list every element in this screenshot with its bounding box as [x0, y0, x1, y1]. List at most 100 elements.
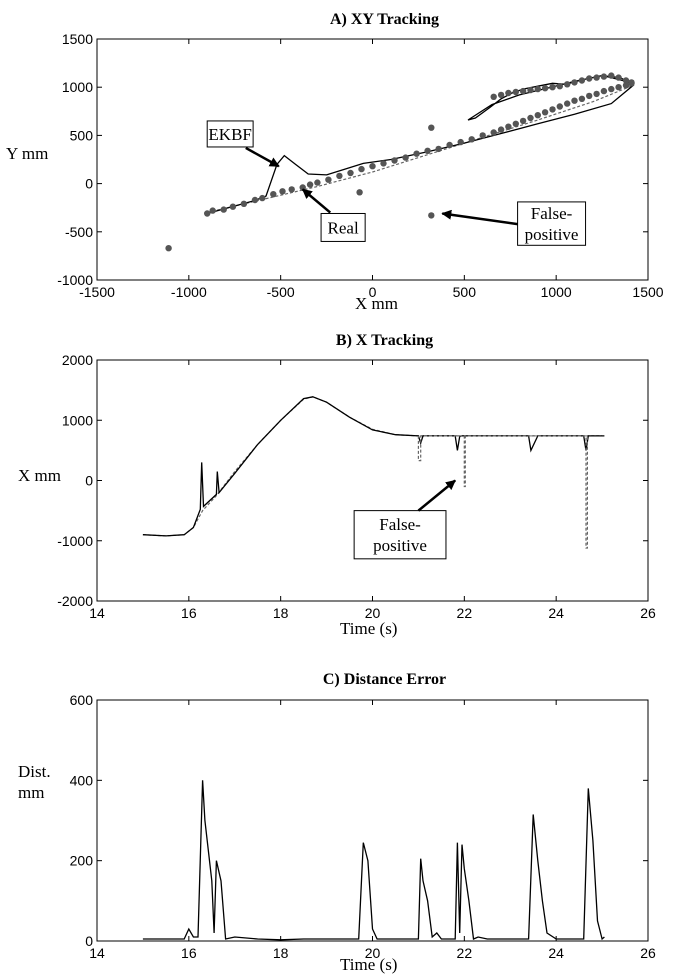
annotation-box — [320, 212, 366, 242]
x-tick-label: 14 — [89, 945, 105, 961]
annotation-real: Real — [301, 188, 366, 242]
y-axis-label: Y mm — [6, 144, 48, 163]
x-tick-label: 16 — [181, 945, 197, 961]
y-tick-label: 1000 — [62, 412, 93, 428]
chart-title: A) XY Tracking — [330, 11, 439, 28]
data-point — [519, 117, 527, 125]
data-point — [209, 207, 216, 214]
y-tick-label: 0 — [85, 933, 93, 949]
x-tick-label: -1500 — [79, 284, 115, 300]
series-line-false-positive-spikes — [417, 435, 588, 549]
data-point — [586, 75, 593, 82]
data-point — [600, 73, 608, 80]
data-point — [527, 86, 534, 94]
x-tick-label: 24 — [548, 945, 564, 961]
y-tick-label: -1000 — [57, 272, 93, 288]
x-tick-label: 26 — [640, 945, 656, 961]
series-line-real — [207, 84, 634, 214]
data-point — [578, 95, 586, 103]
annotation-text: positive — [525, 225, 579, 244]
data-point — [512, 120, 519, 128]
data-point — [571, 97, 578, 104]
data-point — [306, 181, 314, 188]
data-point — [564, 81, 571, 88]
data-point — [391, 157, 398, 164]
x-tick-label: 500 — [453, 284, 477, 300]
data-point — [534, 112, 541, 119]
data-point — [608, 72, 615, 79]
data-point — [428, 212, 435, 219]
annotation-text: EKBF — [208, 125, 251, 144]
data-point — [279, 188, 286, 195]
y-tick-label: 2000 — [62, 352, 93, 368]
data-point — [564, 100, 571, 107]
data-point — [468, 136, 475, 143]
data-point — [571, 79, 578, 86]
y-tick-label: 0 — [85, 176, 93, 192]
data-point — [165, 245, 172, 252]
x-tick-label: 18 — [273, 945, 289, 961]
y-axis-label: X mm — [18, 466, 61, 485]
data-point — [358, 165, 365, 173]
data-point — [356, 189, 363, 196]
data-point — [593, 74, 600, 81]
data-point — [556, 103, 563, 110]
x-tick-label: 1000 — [541, 284, 572, 300]
y-tick-label: 600 — [70, 692, 94, 708]
annotation-text: positive — [373, 536, 427, 555]
data-point — [615, 84, 622, 91]
y-tick-label: -1000 — [57, 533, 93, 549]
data-point — [505, 89, 512, 97]
y-tick-label: 400 — [70, 772, 94, 788]
y-tick-label: -500 — [65, 224, 93, 240]
annotation-false-positive: False-positive — [441, 201, 587, 246]
y-tick-label: 200 — [70, 853, 94, 869]
chart-title: B) X Tracking — [336, 332, 433, 349]
data-point — [204, 210, 211, 217]
x-tick-label: 20 — [365, 605, 381, 621]
x-tick-label: 1500 — [632, 284, 663, 300]
x-axis-label: Time (s) — [340, 955, 397, 974]
plot-frame — [96, 359, 649, 602]
data-point — [446, 141, 453, 149]
data-point — [622, 82, 630, 89]
data-point — [479, 132, 486, 139]
data-point — [549, 106, 556, 113]
data-point — [336, 172, 343, 180]
data-point — [622, 77, 630, 84]
data-point — [586, 92, 593, 100]
data-point — [549, 84, 556, 91]
x-tick-label: 22 — [457, 605, 473, 621]
data-point — [369, 163, 376, 170]
data-point — [457, 138, 464, 146]
chart-panel-0: A) XY Tracking-1500 -1000 -500 0 500 1000 1500… — [6, 11, 664, 313]
x-tick-label: -1000 — [171, 284, 207, 300]
series-line-distance-error — [142, 780, 605, 941]
x-tick-label: -500 — [267, 284, 295, 300]
y-axis-label: Dist. — [18, 762, 51, 781]
data-point — [402, 154, 409, 161]
data-point — [593, 90, 600, 98]
x-tick-label: 26 — [640, 605, 656, 621]
data-point — [608, 85, 615, 93]
annotation-arrow — [441, 209, 518, 226]
data-point — [251, 196, 259, 204]
data-point — [325, 176, 332, 183]
data-point — [541, 109, 549, 116]
data-point — [424, 147, 431, 154]
data-point — [229, 203, 237, 210]
data-point — [347, 169, 354, 177]
annotation-box — [353, 510, 447, 560]
data-point — [428, 124, 435, 131]
x-tick-label: 0 — [369, 284, 377, 300]
x-tick-label: 24 — [548, 605, 564, 621]
annotation-false-positive: False-positive — [353, 479, 456, 560]
x-axis-label: X mm — [355, 294, 398, 313]
data-point — [314, 179, 321, 186]
annotation-box — [206, 120, 254, 148]
data-point — [490, 93, 497, 101]
annotation-box — [517, 201, 587, 246]
annotation-ekbf: EKBF — [206, 120, 280, 168]
chart-panel-1: B) X Tracking 14 16 18 20 22 24 26 -2000 -1000 0 10… — [18, 332, 656, 638]
series-line-ekbf — [142, 396, 605, 537]
